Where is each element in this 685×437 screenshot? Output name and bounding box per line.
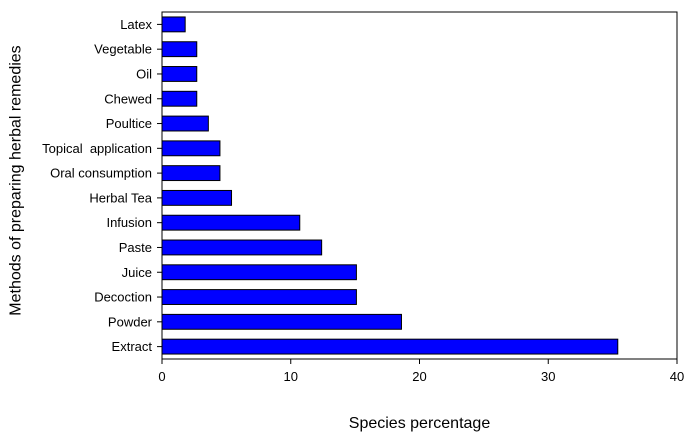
x-axis-title: Species percentage — [349, 415, 491, 432]
bars-layer — [161, 16, 619, 355]
y-tick-label-oil: Oil — [136, 66, 152, 81]
bar-topical-application — [161, 140, 221, 157]
y-tick-label-latex: Latex — [120, 17, 152, 32]
bar-infusion — [161, 214, 301, 231]
bar-extract — [161, 338, 619, 355]
y-tick-label-juice: Juice — [122, 265, 152, 280]
bar-paste — [161, 239, 323, 256]
x-tick-label: 10 — [284, 369, 298, 384]
y-tick-label-herbal-tea: Herbal Tea — [89, 190, 152, 205]
y-tick-label-infusion: Infusion — [106, 215, 152, 230]
plot-frame — [161, 11, 678, 360]
bar-powder — [161, 313, 402, 330]
bar-decoction — [161, 289, 357, 305]
x-tick-label: 20 — [412, 369, 426, 384]
bar-herbal-tea — [161, 189, 233, 206]
x-tick-label: 40 — [670, 369, 684, 384]
y-axis-ticks: Latex Vegetable Oil Chewed Poultice Topical a… — [42, 17, 162, 354]
bar-poultice — [161, 115, 209, 132]
bar-latex — [161, 16, 186, 33]
y-tick-label-poultice: Poultice — [106, 116, 152, 131]
x-tick-label: 30 — [541, 369, 555, 384]
y-tick-label-powder: Powder — [108, 314, 153, 329]
y-tick-label-oral-consumption: Oral consumption — [50, 166, 152, 181]
y-tick-label-decoction: Decoction — [94, 290, 152, 305]
bar-oral-consumption — [161, 165, 221, 182]
y-axis-title: Methods of preparing herbal remedies — [8, 45, 25, 315]
bar-vegetable — [161, 41, 198, 58]
bar-oil — [161, 66, 198, 82]
y-tick-label-chewed: Chewed — [104, 91, 152, 106]
y-tick-label-extract: Extract — [112, 339, 153, 354]
y-tick-label-topical-application: Topical application — [42, 141, 152, 156]
x-axis-ticks: 0 10 20 30 40 — [158, 359, 684, 384]
x-tick-label: 0 — [158, 369, 165, 384]
bar-juice — [161, 264, 357, 281]
y-tick-label-vegetable: Vegetable — [94, 42, 152, 57]
bar-chewed — [161, 90, 198, 107]
y-tick-label-paste: Paste — [119, 240, 152, 255]
